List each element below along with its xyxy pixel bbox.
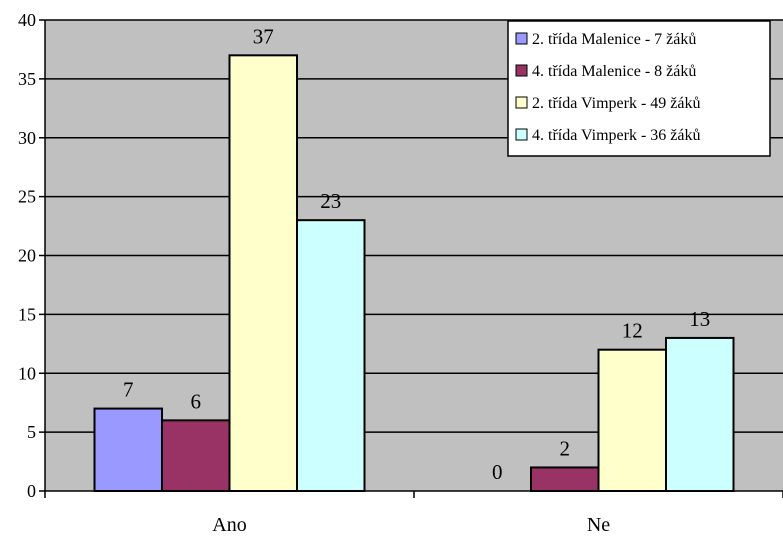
legend-label: 4. třída Malenice - 8 žáků xyxy=(532,63,696,80)
data-label: 23 xyxy=(320,189,341,213)
y-tick-label: 40 xyxy=(18,10,36,30)
bar xyxy=(161,419,231,493)
legend-swatch xyxy=(515,32,528,45)
data-label: 12 xyxy=(622,319,643,343)
legend-swatch xyxy=(515,96,528,109)
legend: 2. třída Malenice - 7 žáků 4. třída Malen… xyxy=(507,20,771,157)
data-labels: 7 6 37 23 0 2 12 13 xyxy=(123,24,710,484)
bar xyxy=(228,54,298,492)
legend-label: 2. třída Vimperk - 49 žáků xyxy=(532,95,700,112)
y-tick-label: 35 xyxy=(18,69,36,89)
bars xyxy=(93,54,735,493)
y-tick-label: 20 xyxy=(18,246,36,266)
bar xyxy=(530,466,600,493)
legend-label: 2. třída Malenice - 7 žáků xyxy=(532,31,696,48)
legend-swatch xyxy=(515,128,528,141)
bar xyxy=(665,336,735,492)
category-label: Ne xyxy=(587,514,610,536)
legend-swatch xyxy=(515,64,528,77)
y-tick-label: 25 xyxy=(18,187,36,207)
y-tick-label: 10 xyxy=(18,363,36,383)
category-label: Ano xyxy=(212,514,246,536)
y-tick-label: 5 xyxy=(27,422,36,442)
data-label: 37 xyxy=(253,24,274,48)
legend-label: 4. třída Vimperk - 36 žáků xyxy=(532,127,700,144)
y-tick-label: 30 xyxy=(18,128,36,148)
data-label: 0 xyxy=(492,460,503,484)
y-tick-label: 15 xyxy=(18,304,36,324)
bar xyxy=(597,348,667,493)
legend-box xyxy=(507,20,771,157)
data-label: 2 xyxy=(560,436,571,460)
bar xyxy=(296,219,366,493)
data-label: 7 xyxy=(123,378,134,402)
y-tick-label: 0 xyxy=(27,481,36,501)
bar xyxy=(93,407,163,493)
data-label: 13 xyxy=(689,307,710,331)
data-label: 6 xyxy=(191,389,202,413)
